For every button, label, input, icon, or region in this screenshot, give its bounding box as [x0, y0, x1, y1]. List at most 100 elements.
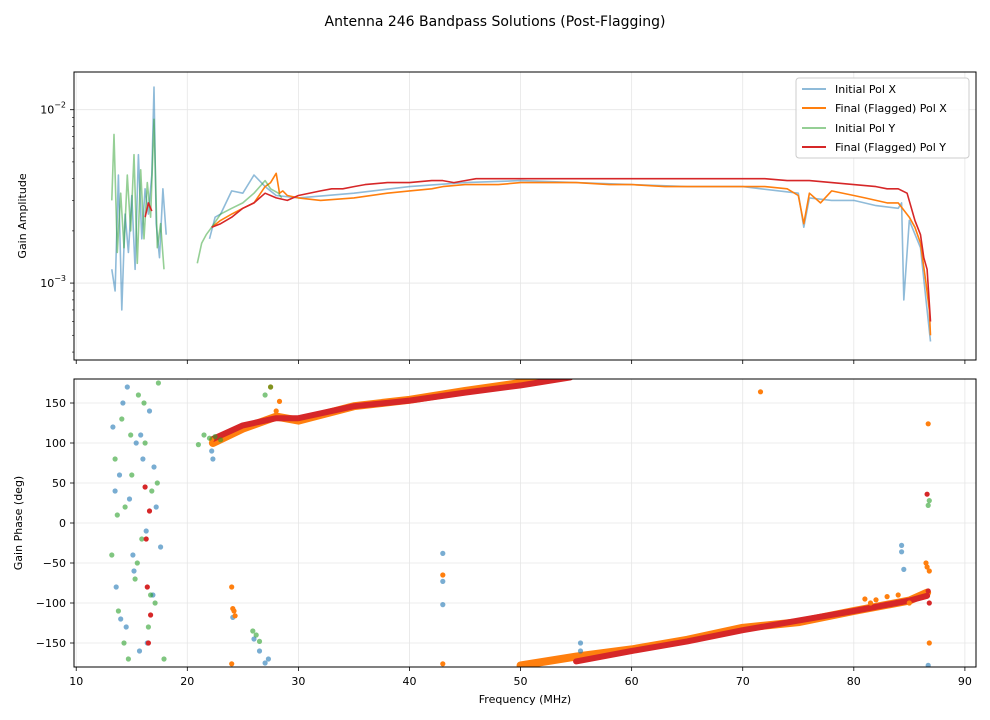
phase-point-initial-x [577, 648, 584, 654]
phase-point-initial-y [250, 628, 256, 634]
phase-band-final-y [573, 592, 931, 665]
phase-point-initial-x [265, 656, 271, 662]
phase-point-initial-x [118, 616, 124, 622]
x-tick-label: 40 [402, 675, 416, 688]
phase-point-initial-y [114, 512, 120, 518]
phase-point-initial-x [140, 456, 146, 462]
x-tick-label: 60 [625, 675, 639, 688]
phase-point-initial-y [256, 638, 263, 645]
phase-point-final-y [145, 640, 151, 646]
phase-point-final-x [884, 594, 890, 600]
legend: Initial Pol X Final (Flagged) Pol X Init… [795, 77, 970, 159]
phase-point-final-x [229, 661, 235, 667]
phase-point-initial-x [153, 504, 159, 510]
phase-point-final-y [146, 508, 153, 514]
amplitude-panel: 10−3 10−2 Gain Amplitude Initial Pol X Fi… [16, 71, 977, 364]
phase-point-initial-x [124, 384, 130, 390]
phase-point-initial-y [135, 392, 141, 398]
phase-point-initial-x [899, 542, 905, 549]
x-tick-label: 80 [847, 675, 861, 688]
phase-point-initial-x [116, 472, 123, 478]
phase-point-initial-y [155, 380, 161, 386]
x-tick-label: 50 [514, 675, 528, 688]
phase-point-initial-x [262, 660, 268, 666]
phase-point-initial-y [134, 560, 140, 566]
phase-point-initial-y [218, 437, 224, 443]
x-axis-label: Frequency (MHz) [479, 693, 571, 706]
phase-point-initial-y [152, 600, 158, 606]
phase-y-tick-label: −150 [36, 637, 66, 650]
amplitude-y-tick-label: 10−2 [40, 101, 66, 117]
phase-point-initial-x [440, 550, 446, 557]
legend-label-initial-x: Initial Pol X [835, 83, 896, 96]
phase-point-initial-y [262, 392, 268, 398]
amplitude-plot-area [111, 86, 932, 342]
legend-entry-initial-y: Initial Pol Y [802, 122, 895, 135]
phase-point-initial-x [131, 568, 137, 574]
phase-point-initial-x [440, 602, 446, 608]
amplitude-grid [74, 72, 976, 360]
phase-point-initial-x [210, 456, 216, 462]
phase-plot-area [109, 379, 932, 667]
phase-point-initial-y [119, 416, 125, 422]
phase-point-final-x [440, 661, 446, 667]
phase-point-initial-y [139, 536, 145, 542]
amplitude-y-tick-label: 10−3 [40, 274, 66, 290]
phase-point-initial-x [110, 424, 116, 430]
x-tick-label: 20 [180, 675, 194, 688]
x-tick-label: 30 [291, 675, 305, 688]
phase-point-final-x [926, 568, 932, 574]
phase-point-initial-y [128, 432, 134, 438]
phase-point-final-x [757, 389, 764, 395]
phase-y-tick-label: 0 [59, 517, 66, 530]
phase-point-final-x [926, 640, 932, 646]
phase-point-final-y [926, 600, 932, 606]
phase-point-initial-x [136, 648, 143, 654]
phase-point-final-x [924, 564, 930, 570]
phase-point-final-y [148, 612, 154, 618]
amplitude-line-final-y [144, 177, 932, 322]
phase-point-initial-x [440, 578, 446, 585]
phase-y-tick-label: 100 [45, 437, 66, 450]
phase-point-final-y [144, 584, 150, 590]
phase-point-initial-y [145, 624, 151, 630]
amplitude-axes-frame [73, 71, 977, 361]
phase-point-initial-x [138, 432, 144, 438]
phase-point-initial-y [125, 656, 131, 662]
amplitude-line-initial-y [111, 118, 283, 270]
phase-point-initial-y [142, 440, 148, 446]
phase-point-initial-x [251, 636, 257, 642]
phase-point-initial-y [206, 435, 213, 441]
phase-point-initial-x [123, 624, 129, 630]
phase-point-final-x [906, 600, 912, 606]
phase-point-initial-x [925, 662, 931, 667]
phase-point-final-x [440, 572, 446, 578]
phase-panel: 10 20 30 40 50 60 70 80 90 −150 −100 −50 0 50 100 150 G… [12, 378, 977, 706]
phase-point-final-y [142, 484, 148, 490]
amplitude-y-ticks: 10−3 10−2 [40, 101, 966, 364]
phase-point-final-x [229, 584, 235, 590]
phase-point-initial-y [154, 480, 160, 486]
phase-point-initial-x [143, 528, 149, 534]
phase-point-final-y [925, 588, 931, 594]
phase-point-final-x [276, 398, 283, 404]
phase-point-final-x [231, 608, 237, 614]
phase-point-initial-x [120, 400, 126, 406]
phase-point-initial-x [151, 464, 157, 470]
phase-point-initial-y [253, 632, 259, 638]
phase-point-initial-x [899, 549, 905, 555]
x-tick-label: 90 [958, 675, 972, 688]
legend-label-final-y: Final (Flagged) Pol Y [835, 141, 946, 154]
phase-point-initial-x [158, 544, 164, 550]
phase-point-final-x [925, 421, 931, 427]
legend-entry-initial-x: Initial Pol X [802, 83, 896, 96]
phase-point-final-x [895, 592, 901, 598]
phase-point-initial-y [141, 400, 147, 406]
phase-point-initial-y [112, 456, 118, 462]
phase-point-initial-x [113, 584, 119, 590]
legend-label-final-x: Final (Flagged) Pol X [835, 102, 947, 115]
phase-band-final-y [209, 379, 574, 442]
phase-point-final-x [867, 600, 874, 606]
phase-y-tick-label: 150 [45, 397, 66, 410]
